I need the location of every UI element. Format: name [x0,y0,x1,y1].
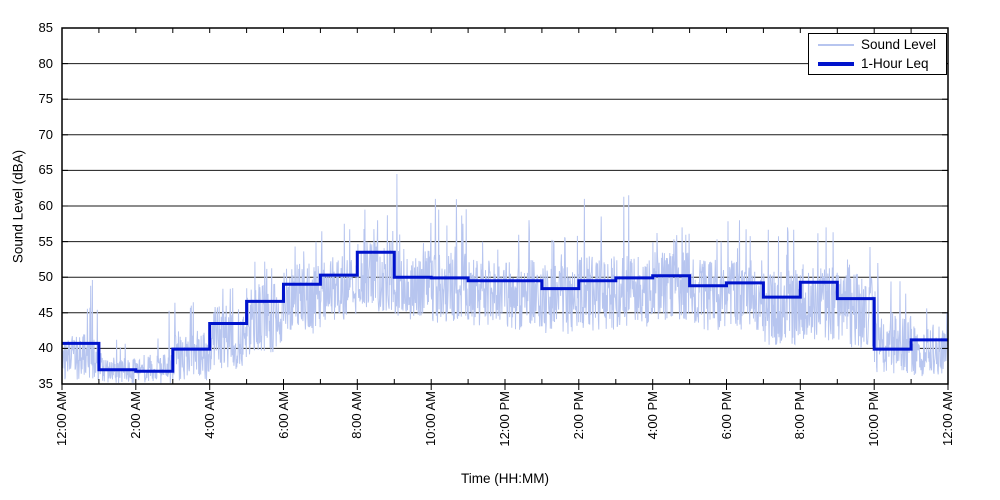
x-axis-title: Time (HH:MM) [461,471,549,486]
legend-item-1-hour-leq: 1-Hour Leq [809,56,946,71]
legend-line-swatch-sound-level [818,43,854,46]
y-tick-label: 85 [38,20,53,35]
legend-label-1-hour-leq: 1-Hour Leq [861,56,929,71]
x-tick-label: 8:00 PM [792,391,807,440]
y-tick-label: 50 [38,269,53,284]
y-tick-label: 80 [38,56,53,71]
x-tick-label: 12:00 PM [497,391,512,447]
y-tick-label: 40 [38,340,53,355]
x-tick-label: 10:00 AM [423,391,438,446]
y-tick-label: 60 [38,198,53,213]
y-axis-title: Sound Level (dBA) [10,149,26,264]
legend: Sound Level 1-Hour Leq [808,33,947,75]
x-tick-label: 4:00 PM [645,391,660,440]
y-tick-label: 35 [38,376,53,391]
x-tick-label: 2:00 AM [128,391,143,439]
y-tick-label: 55 [38,234,53,249]
legend-item-sound-level: Sound Level [809,37,946,52]
legend-label-sound-level: Sound Level [861,37,937,52]
x-tick-label: 6:00 PM [719,391,734,440]
leq-step-series [62,250,948,373]
legend-line-swatch-1-hour-leq [818,61,854,66]
y-tick-label: 65 [38,162,53,177]
y-tick-label: 75 [38,91,53,106]
y-tick-label: 70 [38,127,53,142]
plot-frame [61,27,949,385]
x-tick-label: 8:00 AM [349,391,364,439]
x-tick-label: 4:00 AM [202,391,217,439]
x-tick-label: 12:00 AM [54,391,69,446]
noise-series [61,173,949,384]
y-tick-label: 45 [38,305,53,320]
x-tick-label: 10:00 PM [866,391,881,447]
x-tick-label: 12:00 AM [940,391,955,446]
x-tick-label: 2:00 PM [571,391,586,440]
x-tick-label: 6:00 AM [276,391,291,439]
